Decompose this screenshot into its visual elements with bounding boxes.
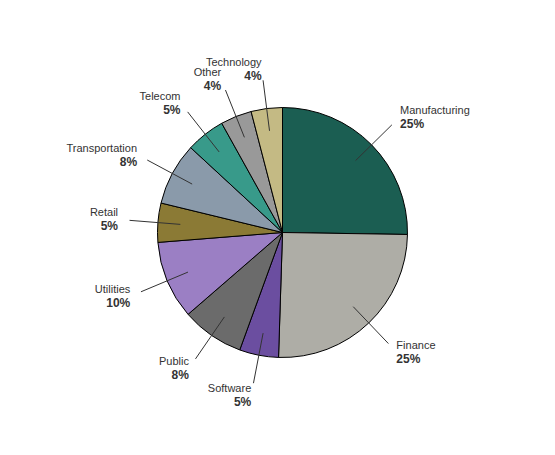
svg-text:Public: Public bbox=[159, 355, 189, 367]
svg-text:4%: 4% bbox=[244, 69, 262, 83]
svg-text:Manufacturing: Manufacturing bbox=[400, 104, 470, 116]
svg-text:Utilities: Utilities bbox=[95, 283, 131, 295]
svg-text:Transportation: Transportation bbox=[67, 142, 138, 154]
svg-text:Other: Other bbox=[194, 66, 222, 78]
svg-text:5%: 5% bbox=[234, 395, 252, 409]
svg-text:5%: 5% bbox=[163, 103, 181, 117]
svg-text:10%: 10% bbox=[106, 296, 130, 310]
svg-text:25%: 25% bbox=[400, 117, 424, 131]
svg-text:Finance: Finance bbox=[396, 339, 435, 351]
svg-text:8%: 8% bbox=[120, 155, 138, 169]
svg-text:Software: Software bbox=[208, 382, 251, 394]
svg-text:5%: 5% bbox=[101, 219, 119, 233]
svg-text:Retail: Retail bbox=[90, 206, 118, 218]
svg-text:25%: 25% bbox=[396, 352, 420, 366]
svg-text:Technology: Technology bbox=[206, 56, 262, 68]
svg-text:4%: 4% bbox=[204, 79, 222, 93]
svg-text:8%: 8% bbox=[172, 368, 190, 382]
svg-text:Telecom: Telecom bbox=[140, 90, 181, 102]
